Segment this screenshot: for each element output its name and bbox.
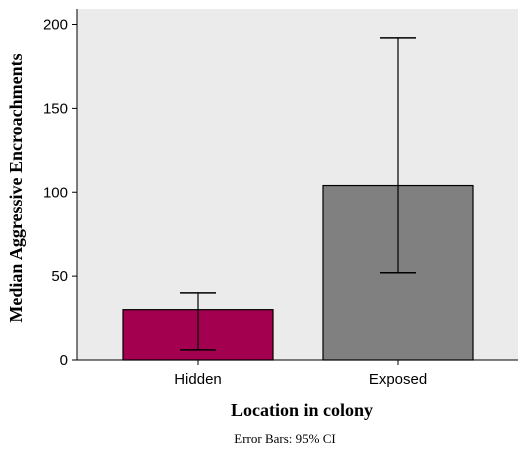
error-bars-footnote: Error Bars: 95% CI [234, 431, 335, 446]
x-labels-layer: Hidden Exposed [174, 360, 427, 388]
y-tick-label: 50 [51, 268, 68, 285]
x-tick-label-exposed: Exposed [369, 371, 427, 388]
y-tick-label: 150 [43, 100, 68, 117]
y-tick-label: 100 [43, 184, 68, 201]
error-bar-exposed [380, 37, 416, 274]
y-ticks-layer: 0 50 100 150 200 [43, 17, 77, 369]
y-tick-label: 200 [43, 17, 68, 34]
y-tick-label: 0 [60, 352, 68, 369]
error-bar-hidden [180, 292, 216, 351]
y-axis-title: Median Aggressive Encroachments [6, 53, 26, 322]
x-tick-label-hidden: Hidden [174, 371, 222, 388]
x-axis-title: Location in colony [231, 400, 373, 420]
error-bars-layer [180, 37, 416, 351]
